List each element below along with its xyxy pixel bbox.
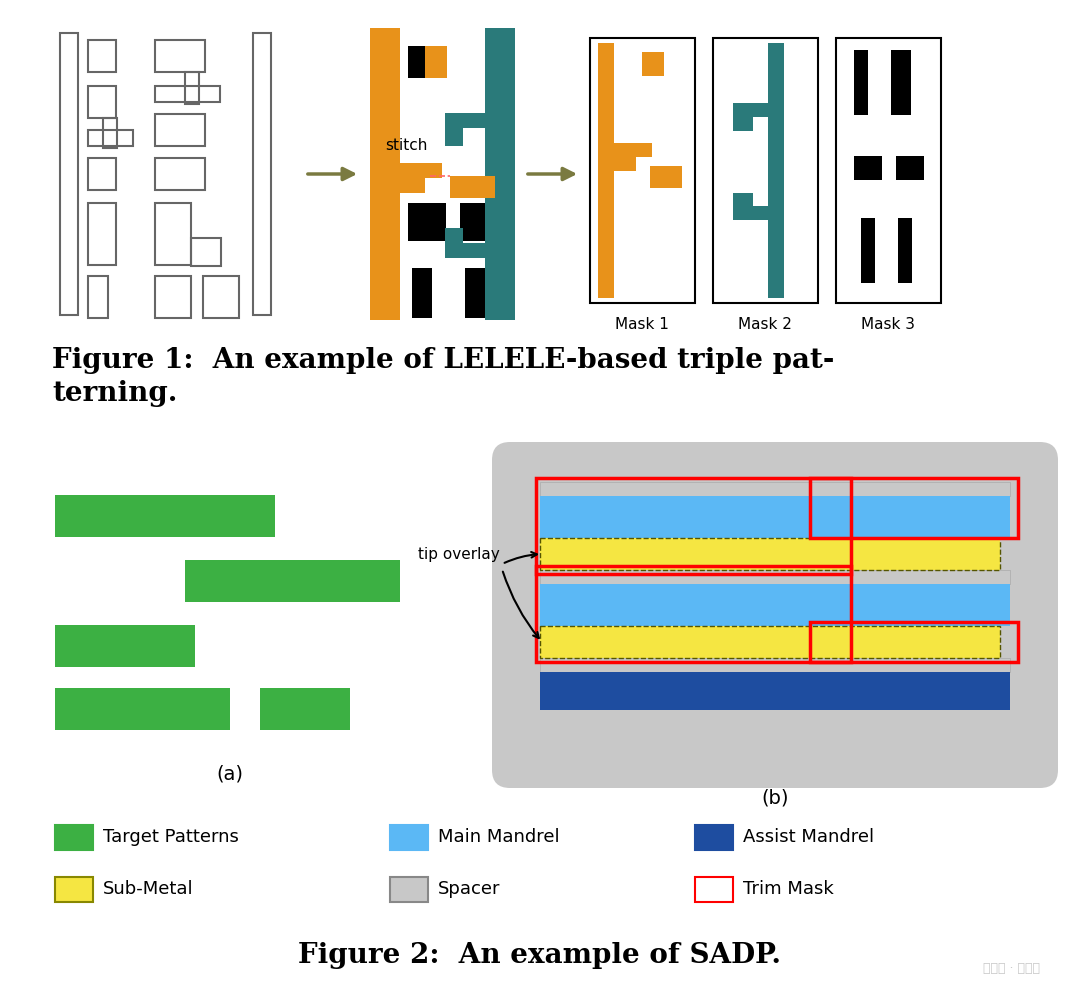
Bar <box>713 38 818 303</box>
Bar <box>733 193 753 206</box>
Text: 公众号 · 新智元: 公众号 · 新智元 <box>983 962 1040 975</box>
Text: Figure 2:  An example of SADP.: Figure 2: An example of SADP. <box>298 942 782 969</box>
Bar <box>156 158 205 190</box>
Bar <box>540 482 1010 496</box>
Bar <box>55 625 195 667</box>
Bar <box>55 877 93 902</box>
Bar <box>615 143 652 157</box>
Bar <box>590 38 696 303</box>
Bar <box>87 86 116 118</box>
Bar <box>87 276 108 318</box>
Bar <box>55 688 230 730</box>
Bar <box>60 33 78 315</box>
Text: Mask 3: Mask 3 <box>861 317 915 332</box>
Bar <box>733 117 753 131</box>
Bar <box>540 496 1010 538</box>
Bar <box>185 560 400 602</box>
Text: Spacer: Spacer <box>438 880 500 898</box>
Bar <box>203 276 239 318</box>
Bar <box>540 626 1000 658</box>
Bar <box>445 228 463 243</box>
Bar <box>854 50 868 115</box>
Text: (a): (a) <box>216 765 243 784</box>
Bar <box>87 40 116 72</box>
Text: Sub-Metal: Sub-Metal <box>103 880 193 898</box>
Bar <box>55 495 275 537</box>
Bar <box>897 218 912 283</box>
Bar <box>156 114 205 146</box>
Bar <box>156 86 220 102</box>
Bar <box>185 72 199 104</box>
Bar <box>540 584 1010 626</box>
Bar <box>650 166 681 188</box>
Text: Assist Mandrel: Assist Mandrel <box>743 829 874 847</box>
Bar <box>445 128 463 146</box>
Bar <box>768 43 784 298</box>
Bar <box>861 218 875 283</box>
Bar <box>810 622 1018 662</box>
Text: stitch: stitch <box>384 138 428 153</box>
Bar <box>87 130 133 146</box>
FancyBboxPatch shape <box>492 442 1058 788</box>
Bar <box>540 672 1010 710</box>
Text: tip overlay: tip overlay <box>418 547 500 562</box>
Bar <box>540 570 1010 584</box>
Bar <box>733 103 783 117</box>
Bar <box>598 43 615 298</box>
Bar <box>642 52 664 76</box>
Text: Trim Mask: Trim Mask <box>743 880 834 898</box>
Bar <box>87 203 116 265</box>
Bar <box>540 538 1000 570</box>
Bar <box>854 156 882 180</box>
Bar <box>156 276 191 318</box>
Bar <box>540 538 1000 570</box>
Text: (b): (b) <box>761 788 788 807</box>
Bar <box>536 478 851 574</box>
Bar <box>260 688 350 730</box>
Bar <box>465 268 485 318</box>
Bar <box>87 158 116 190</box>
Bar <box>55 825 93 850</box>
Bar <box>103 118 117 148</box>
Bar <box>733 206 783 220</box>
Bar <box>485 28 515 320</box>
Bar <box>408 203 446 241</box>
Bar <box>408 46 430 78</box>
Bar <box>450 176 495 198</box>
Bar <box>540 658 1010 672</box>
Bar <box>370 28 400 320</box>
Text: Mask 2: Mask 2 <box>738 317 792 332</box>
Bar <box>191 238 221 266</box>
Bar <box>460 203 488 241</box>
Bar <box>896 156 924 180</box>
Text: Target Patterns: Target Patterns <box>103 829 239 847</box>
Bar <box>390 877 428 902</box>
Bar <box>536 566 851 662</box>
Bar <box>411 268 432 318</box>
Bar <box>253 33 271 315</box>
Bar <box>696 825 733 850</box>
Bar <box>426 46 447 78</box>
Bar <box>400 178 426 193</box>
Bar <box>891 50 912 115</box>
Bar <box>400 163 442 178</box>
Text: Figure 1:  An example of LELELE-based triple pat-
terning.: Figure 1: An example of LELELE-based tri… <box>52 347 835 407</box>
Text: Mask 1: Mask 1 <box>616 317 669 332</box>
Bar <box>390 825 428 850</box>
Bar <box>156 40 205 72</box>
Text: Main Mandrel: Main Mandrel <box>438 829 559 847</box>
Bar <box>696 877 733 902</box>
Bar <box>836 38 941 303</box>
Bar <box>540 626 1000 658</box>
Bar <box>810 478 1018 538</box>
Bar <box>156 203 191 265</box>
Bar <box>445 243 485 258</box>
Bar <box>615 157 636 171</box>
Bar <box>445 113 485 128</box>
